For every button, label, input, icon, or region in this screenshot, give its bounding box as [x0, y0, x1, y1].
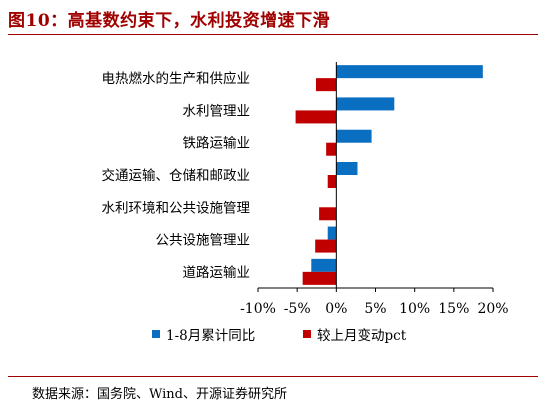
bar-mom-change	[295, 110, 337, 124]
category-label: 水利环境和公共设施管理	[102, 200, 251, 216]
bar-ytd-yoy	[336, 162, 358, 175]
x-tick-label: 10%	[399, 301, 430, 317]
figure-title: 图10：高基数约束下，水利投资增速下滑	[8, 11, 331, 31]
x-tick-label: -5%	[284, 301, 311, 317]
x-tick-label: 15%	[438, 301, 469, 317]
bar-ytd-yoy	[336, 97, 395, 111]
category-label: 电热燃水的生产和供应业	[102, 70, 251, 87]
category-label: 水利管理业	[183, 103, 251, 119]
x-tick-label: 20%	[477, 301, 508, 317]
bar-ytd-yoy	[327, 226, 337, 240]
legend-swatch	[152, 330, 160, 338]
bar-mom-change	[319, 207, 337, 221]
category-label: 公共设施管理业	[156, 233, 251, 249]
axis-group: -10% -5% 0% 5% 10% 15% 20%	[240, 62, 509, 317]
title-rule	[8, 34, 538, 35]
bar-ytd-yoy	[311, 258, 337, 272]
x-tick-label: 0%	[325, 301, 347, 317]
bar-mom-change	[302, 271, 337, 285]
bar-mom-change	[327, 175, 337, 188]
bar-ytd-yoy	[336, 65, 483, 79]
bar-mom-change	[326, 142, 337, 156]
bar-ytd-yoy	[336, 129, 372, 143]
category-label: 道路运输业	[183, 265, 251, 281]
legend-swatch	[303, 330, 311, 338]
bar-mom-change	[315, 239, 337, 253]
bars-group	[295, 65, 483, 285]
bar-mom-change	[315, 78, 337, 92]
legend-label: 较上月变动pct	[317, 328, 407, 344]
legend: 1-8月累计同比 较上月变动pct	[152, 328, 407, 344]
bar-chart: 电热燃水的生产和供应业水利管理业铁路运输业交通运输、仓储和邮政业水利环境和公共设…	[102, 62, 509, 344]
x-tick-label: 5%	[364, 301, 386, 317]
category-labels: 电热燃水的生产和供应业水利管理业铁路运输业交通运输、仓储和邮政业水利环境和公共设…	[102, 70, 251, 281]
category-label: 交通运输、仓储和邮政业	[102, 167, 251, 184]
source-rule	[8, 376, 538, 377]
legend-label: 1-8月累计同比	[166, 328, 255, 344]
source-note: 数据来源：国务院、Wind、开源证券研究所	[32, 387, 287, 402]
x-tick-label: -10%	[240, 301, 276, 317]
category-label: 铁路运输业	[183, 136, 251, 152]
